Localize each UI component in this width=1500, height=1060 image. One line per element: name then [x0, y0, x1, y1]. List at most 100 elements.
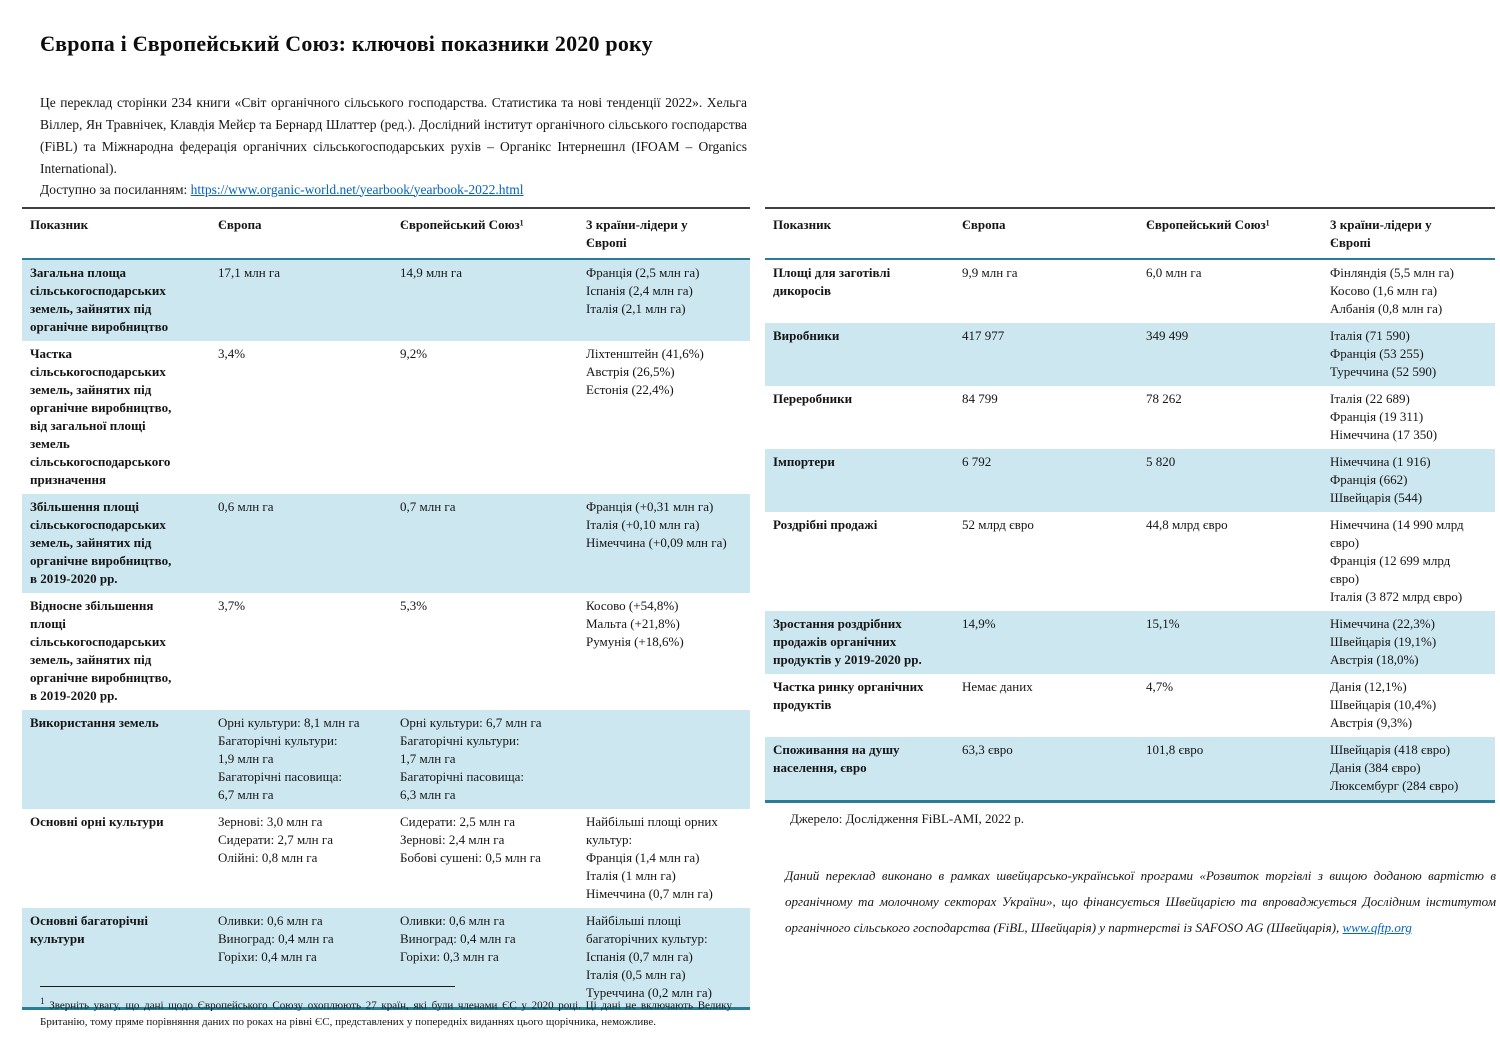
access-label: Доступно за посиланням:	[40, 181, 191, 197]
leaders-value: Франція (+0,31 млн га) Італія (+0,10 млн…	[586, 499, 727, 550]
leaders-value: Ліхтенштейн (41,6%) Австрія (26,5%) Есто…	[586, 346, 704, 397]
table-row: Площі для заготівлі дикоросів 9,9 млн га…	[765, 260, 1495, 323]
row-label: Загальна площа сільськогосподарських зем…	[30, 265, 169, 334]
europe-value: 0,6 млн га	[218, 499, 274, 514]
footnote-text: Зверніть увагу, що дані щодо Європейсько…	[40, 999, 732, 1028]
leaders-value: Фінляндія (5,5 млн га) Косово (1,6 млн г…	[1330, 265, 1454, 316]
row-label: Використання земель	[30, 715, 159, 730]
program-paragraph: Даний переклад виконано в рамках швейцар…	[785, 863, 1496, 941]
leaders-value: Швейцарія (418 євро) Данія (384 євро) Лю…	[1330, 742, 1459, 793]
europe-value: 6 792	[962, 454, 992, 469]
eu-value: 78 262	[1146, 391, 1182, 406]
column-header-indicator: Показник	[30, 217, 89, 232]
page-title: Європа і Європейський Союз: ключові пока…	[40, 30, 653, 56]
table-row: Переробники 84 799 78 262 Італія (22 689…	[765, 386, 1495, 449]
eu-value: 101,8 євро	[1146, 742, 1204, 757]
table-row: Зростання роздрібних продажів органічних…	[765, 611, 1495, 674]
column-header-eu: Європейський Союз¹	[400, 217, 524, 232]
eu-value: 44,8 млрд євро	[1146, 517, 1228, 532]
leaders-value: Італія (71 590) Франція (53 255) Туреччи…	[1330, 328, 1437, 379]
qftp-link[interactable]: www.qftp.org	[1342, 920, 1412, 935]
row-label: Споживання на душу населення, євро	[773, 742, 900, 775]
intro-paragraph: Це переклад сторінки 234 книги «Світ орг…	[40, 94, 747, 176]
table-row: Відносне збільшення площі сільськогоспод…	[22, 593, 750, 710]
table-row: Частка сільськогосподарських земель, зай…	[22, 341, 750, 494]
table-row: Загальна площа сільськогосподарських зем…	[22, 260, 750, 341]
right-indicators-table: Показник Європа Європейський Союз¹ 3 кра…	[765, 207, 1495, 827]
eu-value: Орні культури: 6,7 млн га Багаторічні ку…	[400, 715, 542, 802]
eu-value: 5,3%	[400, 598, 428, 613]
column-header-eu: Європейський Союз¹	[1146, 217, 1270, 232]
leaders-value: Німеччина (22,3%) Швейцарія (19,1%) Авст…	[1330, 616, 1437, 667]
europe-value: Орні культури: 8,1 млн га Багаторічні ку…	[218, 715, 360, 802]
row-label: Основні орні культури	[30, 814, 164, 829]
row-label: Частка сільськогосподарських земель, зай…	[30, 346, 172, 487]
table-row: Основні багаторічні культури Оливки: 0,6…	[22, 908, 750, 1007]
europe-value: Немає даних	[962, 679, 1033, 694]
leaders-value: Найбільші площі багаторічних культур: Іс…	[586, 913, 712, 1000]
row-label: Відносне збільшення площі сільськогоспод…	[30, 598, 172, 703]
column-header-europe: Європа	[218, 217, 262, 232]
eu-value: Сидерати: 2,5 млн га Зернові: 2,4 млн га…	[400, 814, 541, 865]
table-row: Частка ринку органічних продуктів Немає …	[765, 674, 1495, 737]
row-label: Частка ринку органічних продуктів	[773, 679, 924, 712]
footnote-marker: 1	[40, 996, 45, 1006]
europe-value: 3,4%	[218, 346, 246, 361]
leaders-value: Франція (2,5 млн га) Іспанія (2,4 млн га…	[586, 265, 700, 316]
right-table-header-row: Показник Європа Європейський Союз¹ 3 кра…	[765, 209, 1495, 260]
column-header-leaders: 3 країни-лідери у Європі	[586, 217, 688, 250]
row-label: Зростання роздрібних продажів органічних…	[773, 616, 922, 667]
eu-value: 14,9 млн га	[400, 265, 463, 280]
row-label: Виробники	[773, 328, 840, 343]
leaders-value: Німеччина (1 916) Франція (662) Швейцарі…	[1330, 454, 1431, 505]
left-indicators-table: Показник Європа Європейський Союз¹ 3 кра…	[22, 207, 750, 1010]
europe-value: 63,3 євро	[962, 742, 1013, 757]
column-header-leaders: 3 країни-лідери у Європі	[1330, 217, 1432, 250]
access-line: Доступно за посиланням: https://www.orga…	[40, 182, 524, 198]
eu-value: 4,7%	[1146, 679, 1174, 694]
europe-value: 84 799	[962, 391, 998, 406]
row-label: Основні багаторічні культури	[30, 913, 148, 946]
table-row: Використання земель Орні культури: 8,1 м…	[22, 710, 750, 809]
europe-value: 3,7%	[218, 598, 246, 613]
right-table-body: Площі для заготівлі дикоросів 9,9 млн га…	[765, 260, 1495, 803]
eu-value: 349 499	[1146, 328, 1189, 343]
leaders-value: Найбільші площі орних культур: Франція (…	[586, 814, 718, 901]
column-header-europe: Європа	[962, 217, 1006, 232]
leaders-value: Косово (+54,8%) Мальта (+21,8%) Румунія …	[586, 598, 684, 649]
europe-value: 9,9 млн га	[962, 265, 1018, 280]
row-label: Переробники	[773, 391, 853, 406]
europe-value: Зернові: 3,0 млн га Сидерати: 2,7 млн га…	[218, 814, 333, 865]
eu-value: 0,7 млн га	[400, 499, 456, 514]
eu-value: 6,0 млн га	[1146, 265, 1202, 280]
yearbook-link[interactable]: https://www.organic-world.net/yearbook/y…	[190, 181, 524, 197]
leaders-value: Італія (22 689) Франція (19 311) Німеччи…	[1330, 391, 1438, 442]
row-label: Площі для заготівлі дикоросів	[773, 265, 891, 298]
leaders-value: Німеччина (14 990 млрд євро) Франція (12…	[1330, 517, 1464, 604]
leaders-value	[578, 710, 750, 809]
left-table-body: Загальна площа сільськогосподарських зем…	[22, 260, 750, 1010]
row-label: Роздрібні продажі	[773, 517, 878, 532]
table-row: Основні орні культури Зернові: 3,0 млн г…	[22, 809, 750, 908]
eu-value: 15,1%	[1146, 616, 1180, 631]
footnote-divider	[40, 986, 455, 987]
europe-value: 417 977	[962, 328, 1005, 343]
europe-value: Оливки: 0,6 млн га Виноград: 0,4 млн га …	[218, 913, 334, 964]
europe-value: 17,1 млн га	[218, 265, 281, 280]
left-table-header-row: Показник Європа Європейський Союз¹ 3 кра…	[22, 209, 750, 260]
footnote-block: 1 Зверніть увагу, що дані щодо Європейсь…	[40, 986, 740, 1030]
program-text: Даний переклад виконано в рамках швейцар…	[785, 868, 1496, 935]
table-row: Виробники 417 977 349 499 Італія (71 590…	[765, 323, 1495, 386]
table-row: Роздрібні продажі 52 млрд євро 44,8 млрд…	[765, 512, 1495, 611]
row-label: Імпортери	[773, 454, 835, 469]
table-row: Імпортери 6 792 5 820 Німеччина (1 916) …	[765, 449, 1495, 512]
row-label: Збільшення площі сільськогосподарських з…	[30, 499, 172, 586]
leaders-value: Данія (12,1%) Швейцарія (10,4%) Австрія …	[1330, 679, 1437, 730]
table-row: Споживання на душу населення, євро 63,3 …	[765, 737, 1495, 800]
eu-value: 9,2%	[400, 346, 428, 361]
column-header-indicator: Показник	[773, 217, 832, 232]
europe-value: 52 млрд євро	[962, 517, 1034, 532]
footnote-text-line: 1 Зверніть увагу, що дані щодо Європейсь…	[40, 993, 740, 1030]
eu-value: Оливки: 0,6 млн га Виноград: 0,4 млн га …	[400, 913, 516, 964]
